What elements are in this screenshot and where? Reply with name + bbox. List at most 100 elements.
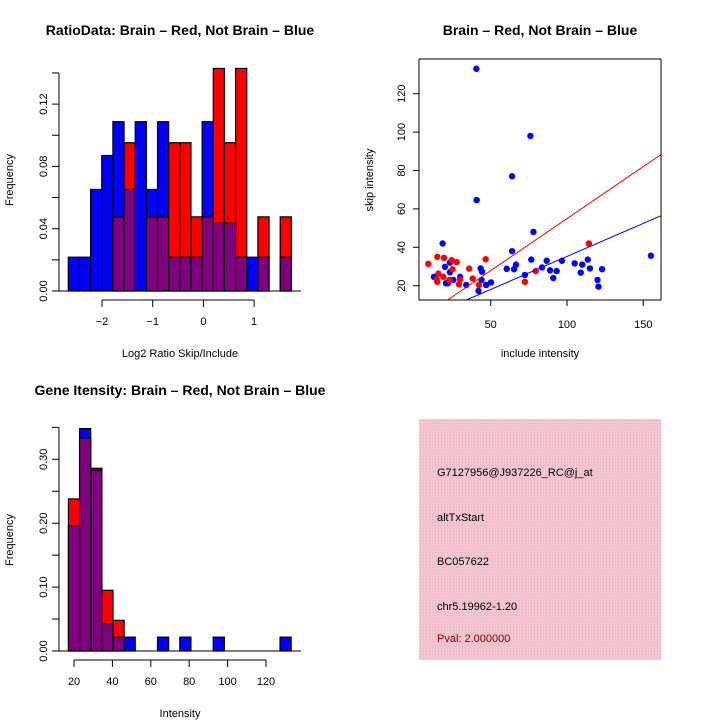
scatter-point-red (448, 256, 455, 264)
scatter-point-red (469, 275, 476, 282)
scatter-point-blue (439, 240, 446, 247)
histogram-bar-blue (123, 636, 136, 652)
histogram-bar-blue (134, 121, 147, 292)
histogram-bar-overlap (78, 437, 92, 652)
scatter-point-blue (508, 173, 516, 180)
y-tick-label: 100 (396, 123, 408, 141)
intensity-scatter-title: Brain – Red, Not Brain – Blue (443, 22, 638, 38)
histogram-bar-blue (67, 256, 81, 292)
histogram-bar-blue (246, 256, 259, 292)
y-tick-label: 0.12 (38, 93, 50, 114)
x-tick-label: 150 (634, 319, 652, 331)
histogram-bar-overlap (145, 216, 159, 292)
scatter-point-red (455, 281, 463, 288)
scatter-point-blue (586, 265, 594, 272)
gene-intensity-title: Gene Itensity: Brain – Red, Not Brain – … (35, 382, 326, 398)
y-tick-label: 0.00 (38, 640, 50, 661)
intensity-scatter-xlabel: include intensity (501, 348, 580, 360)
scatter-point-blue (598, 265, 606, 273)
scatter-point-red (449, 265, 456, 273)
histogram-bar-overlap (67, 525, 81, 652)
histogram-bar-overlap (123, 188, 136, 292)
scatter-point-red (446, 276, 453, 284)
ratio-histogram-title: RatioData: Brain – Red, Not Brain – Blue (46, 22, 315, 38)
histogram-bar-overlap (279, 256, 292, 292)
event-type: altTxStart (437, 512, 484, 524)
scatter-point-blue (508, 247, 516, 255)
scatter-point-red (440, 254, 448, 262)
scatter-frame (418, 58, 662, 301)
histogram-bar-overlap (223, 222, 237, 292)
info-panel-background (419, 419, 661, 660)
scatter-point-blue (475, 287, 482, 295)
info-panel: G7127956@J937226_RC@j_at altTxStart BC05… (419, 419, 661, 660)
histogram-bar-blue (156, 636, 170, 652)
x-tick-label: 100 (218, 676, 236, 688)
x-tick-label: 100 (558, 319, 576, 331)
scatter-point-red (456, 276, 464, 283)
scatter-point-blue (503, 265, 510, 273)
histogram-bar-overlap (156, 216, 170, 292)
scatter-plot-area (425, 65, 661, 300)
histogram-bar-blue (78, 256, 92, 292)
histogram-bar-overlap (201, 216, 214, 292)
scatter-point-blue (487, 279, 495, 286)
y-tick-label: 60 (396, 203, 408, 215)
histogram-bar-overlap (190, 256, 203, 292)
x-tick-label: 20 (68, 676, 80, 688)
histogram-bar-overlap (179, 256, 192, 292)
x-tick-label: −1 (146, 316, 159, 328)
scatter-point-blue (647, 252, 655, 259)
x-tick-label: 80 (183, 676, 195, 688)
scatter-point-blue (550, 274, 557, 282)
ratio-histogram: RatioData: Brain – Red, Not Brain – Blue… (4, 22, 314, 360)
scatter-point-red (465, 265, 473, 272)
scatter-point-blue (571, 260, 578, 267)
histogram-bar-blue (89, 188, 103, 292)
scatter-point-red (521, 278, 529, 286)
pval: Pval: 2.000000 (437, 633, 510, 645)
histogram-bar-blue (279, 636, 292, 652)
y-tick-label: 120 (396, 85, 408, 103)
scatter-point-red (435, 270, 442, 277)
y-tick-label: 0.00 (38, 280, 50, 301)
scatter-point-blue (527, 132, 534, 140)
scatter-point-red (440, 273, 447, 281)
scatter-point-red (482, 256, 489, 263)
intensity-scatter: Brain – Red, Not Brain – Blue include in… (364, 22, 662, 360)
x-tick-label: 0 (200, 316, 206, 328)
histogram-bar-blue (212, 636, 225, 652)
scatter-point-blue (543, 257, 550, 264)
fit-line-blue (466, 215, 661, 300)
histogram-bar-overlap (112, 636, 125, 652)
x-tick-label: 120 (257, 676, 275, 688)
gene-intensity-ylabel: Frequency (4, 514, 16, 566)
intensity-scatter-ylabel: skip intensity (364, 148, 376, 211)
scatter-point-blue (579, 261, 586, 268)
scatter-point-blue (546, 267, 554, 274)
scatter-point-blue (595, 283, 602, 290)
scatter-point-blue (482, 281, 490, 289)
histogram-bar-overlap (90, 469, 103, 652)
scatter-point-blue (577, 269, 584, 276)
y-tick-label: 0.10 (38, 576, 50, 597)
scatter-point-blue (553, 267, 560, 275)
histogram-bar-blue (179, 636, 192, 652)
histogram-bar-overlap (234, 256, 248, 292)
histogram-bar-blue (101, 154, 114, 292)
probe-id: G7127956@J937226_RC@j_at (437, 467, 593, 479)
scatter-point-red (425, 260, 432, 268)
histogram-bar-overlap (101, 622, 114, 652)
y-tick-label: 0.30 (38, 449, 50, 470)
scatter-point-blue (441, 263, 449, 271)
gene-intensity-histogram: Gene Itensity: Brain – Red, Not Brain – … (4, 382, 326, 720)
ratio-histogram-xlabel: Log2 Ratio Skip/Include (122, 348, 238, 360)
x-tick-label: 40 (106, 676, 118, 688)
y-tick-label: 0.04 (38, 218, 50, 239)
x-tick-label: 1 (251, 316, 257, 328)
ratio-histogram-ylabel: Frequency (4, 154, 16, 206)
y-tick-label: 80 (396, 164, 408, 176)
histogram-bar-overlap (112, 216, 125, 292)
fit-line-red (447, 154, 661, 300)
